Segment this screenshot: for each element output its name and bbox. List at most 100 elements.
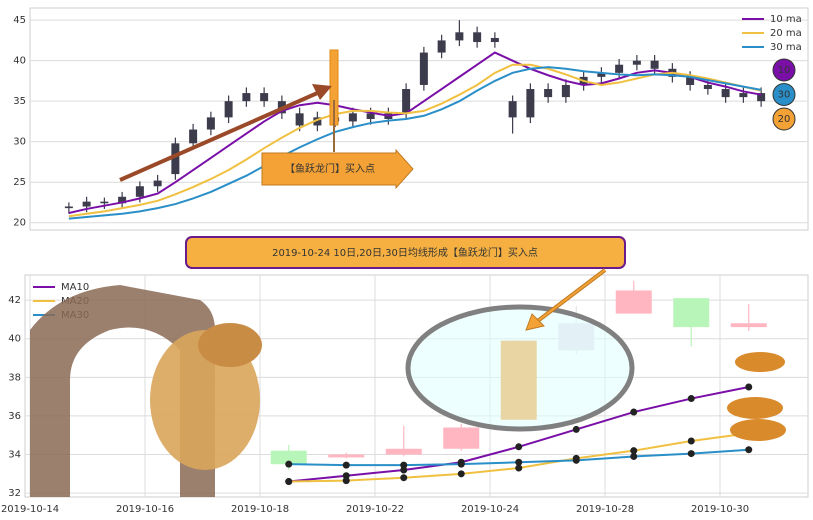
candle-body [615,64,624,73]
ma-point [630,408,638,416]
ma-line [68,63,762,218]
badge-label: 30 [778,90,791,101]
badge-label: 10 [778,65,791,76]
candle-body [82,201,91,207]
candle-body [561,84,570,98]
ma-point [342,472,350,480]
candle-body [443,427,480,449]
y-tick-label: 25 [13,177,26,188]
ma-point [572,456,580,464]
candle-body [64,206,73,209]
candle-body [739,93,748,98]
ma-point [687,437,695,445]
ma-point [457,470,465,478]
candle-body [490,37,499,43]
candle-body [118,196,127,204]
x-tick-label: 2019-10-22 [346,504,404,515]
ma-line [68,51,762,214]
candle-body [313,117,322,126]
y-tick-label: 38 [8,372,21,383]
ma-point [342,477,350,485]
ma-point [572,425,580,433]
x-tick-label: 2019-10-18 [231,504,289,515]
candle-body [224,101,233,118]
x-tick-label: 2019-10-16 [116,504,174,515]
carp-decoration [735,352,785,372]
candle-body [721,89,730,98]
ma-point [285,478,293,486]
ma-point [515,464,523,472]
candle-body [757,93,766,102]
ma-point [630,452,638,460]
candle-body [686,76,695,85]
legend-label: 20 ma [770,28,802,39]
candle-body [419,52,428,85]
trend-arrow-head [312,84,332,100]
candle-body [544,89,553,98]
arch-decoration [30,285,215,497]
y-tick-label: 40 [13,56,26,67]
ma-point [285,460,293,468]
x-tick-label: 2019-10-24 [461,504,519,515]
candle-body [703,84,712,90]
callout-text: 【鱼跃龙门】买入点 [285,162,375,175]
candle-body [673,298,710,328]
candle-body [730,323,767,328]
chart-title: 2019-10-24 10日,20日,30日均线形成【鱼跃龙门】买入点 [272,246,538,259]
ma-point [630,447,638,455]
candle-body [153,180,162,187]
pointer-arrow-inner [534,269,606,324]
ma-point [687,450,695,458]
y-tick-label: 45 [13,15,26,26]
y-tick-label: 36 [8,411,21,422]
ma-point [515,443,523,451]
callout-box [261,148,414,190]
candle-body [328,454,365,458]
candle-body [242,93,251,102]
ma-point [400,466,408,474]
ma-point [745,446,753,454]
dog-head-decoration [198,323,262,367]
candle-body [597,72,606,77]
y-tick-label: 30 [13,137,26,148]
candle-body [135,186,144,197]
candle-body [189,129,198,144]
candle-body [171,143,180,175]
candle-body [508,101,517,118]
candle-body [260,93,269,102]
trend-arrow [119,89,323,182]
candle-body [295,113,304,126]
candle-body [615,290,652,314]
ma-point [515,458,523,466]
ma-point [400,461,408,469]
carp-decoration [730,419,786,441]
y-tick-label: 42 [8,295,21,306]
y-tick-label: 34 [8,450,21,461]
badge [772,58,796,82]
badge [772,107,796,131]
badge-label: 20 [778,114,791,125]
candle-body [385,448,422,455]
candle-body [366,113,375,119]
candle-body [650,60,659,69]
carp-decoration [727,397,783,419]
ma-point [687,395,695,403]
candle-body [270,450,307,465]
x-tick-label: 2019-10-28 [576,504,634,515]
highlight-ellipse [405,304,635,432]
title-banner [185,236,626,269]
candle-body [526,89,535,118]
ma-point [745,383,753,391]
y-tick-label: 35 [13,96,26,107]
ma-point [457,460,465,468]
candle-body [348,113,357,122]
ma-point [400,474,408,482]
y-tick-label: 32 [8,488,21,499]
x-tick-label: 2019-10-30 [691,504,749,515]
candle-body [632,60,641,65]
x-tick-label: 2019-10-14 [1,504,59,515]
legend-label: 30 ma [770,42,802,53]
pointer-arrow-head [525,313,545,331]
candle-body [100,201,109,204]
